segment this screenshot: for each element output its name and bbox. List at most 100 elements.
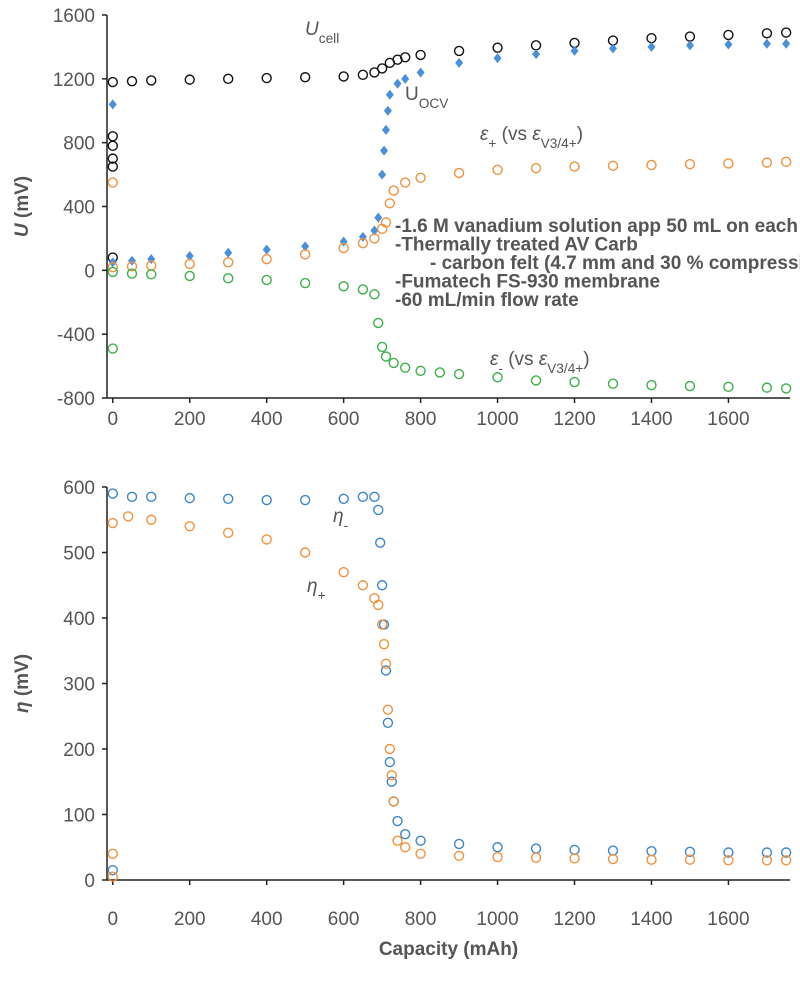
point [393, 78, 402, 89]
point [392, 815, 403, 827]
point [338, 71, 349, 82]
point [780, 847, 792, 858]
label-part: (mV) [12, 654, 33, 702]
point [299, 249, 311, 260]
point [223, 73, 234, 85]
x-tick-label: 1200 [553, 409, 595, 430]
note: -Fumatech FS-930 membrane [395, 272, 660, 293]
series-label: ε- (vs εV3/4+) [490, 349, 590, 376]
point [415, 848, 426, 859]
point [684, 159, 696, 170]
point [261, 274, 272, 286]
point [492, 851, 503, 863]
point [453, 850, 465, 861]
x-tick-label: 1600 [707, 409, 749, 430]
point [646, 159, 657, 171]
point [492, 372, 503, 383]
point [415, 49, 426, 61]
x-tick-label: 1000 [476, 909, 518, 930]
point [530, 162, 542, 174]
point [122, 511, 134, 522]
point [107, 343, 118, 354]
point [126, 261, 138, 272]
point [684, 854, 696, 865]
point [780, 855, 792, 866]
point [569, 376, 580, 388]
point [607, 378, 619, 389]
x-tick-label: 0 [107, 409, 118, 430]
point [646, 32, 657, 44]
point [569, 161, 580, 172]
point [380, 665, 392, 676]
label-part: U [12, 222, 33, 237]
point [685, 40, 694, 51]
point [376, 63, 388, 74]
point [646, 854, 657, 865]
series-label: ε+ (vs εV3/4+) [480, 124, 583, 151]
point [530, 40, 542, 51]
point [684, 380, 696, 392]
point [384, 743, 396, 755]
point [357, 284, 369, 295]
point [646, 380, 657, 391]
point [373, 317, 384, 329]
point [382, 717, 394, 728]
point [492, 842, 503, 853]
point [388, 357, 399, 369]
point [380, 145, 389, 156]
y-tick-label: 600 [63, 478, 95, 499]
x-tick-label: 400 [251, 909, 283, 930]
label-part: + [488, 136, 496, 151]
x-tick-label: 600 [328, 409, 360, 430]
label-part: ε [490, 349, 499, 370]
point [570, 45, 579, 56]
point [761, 847, 773, 858]
point [381, 124, 390, 135]
label-part: - [344, 518, 349, 533]
point [128, 255, 137, 266]
point [184, 270, 195, 282]
point [126, 491, 138, 503]
point [357, 69, 369, 81]
point [338, 242, 349, 254]
point [384, 198, 396, 209]
label-part: ) [577, 124, 583, 145]
label-part: U [305, 19, 319, 40]
point [380, 658, 392, 670]
point [376, 341, 388, 353]
point [607, 845, 619, 856]
point [380, 351, 392, 362]
point [146, 269, 157, 280]
point [455, 57, 464, 68]
point [146, 491, 157, 503]
point [184, 74, 195, 85]
x-tick-label: 0 [107, 909, 118, 930]
point [373, 504, 384, 516]
point [569, 853, 580, 864]
point [357, 580, 369, 591]
point [369, 289, 380, 300]
note: -Thermally treated AV Carb [395, 235, 638, 256]
point [530, 852, 542, 863]
point [400, 828, 411, 840]
point [415, 365, 426, 377]
point [146, 514, 157, 525]
note: -60 mL/min flow rate [395, 290, 579, 311]
y-tick-label: 100 [63, 806, 95, 827]
label-part: - [498, 361, 503, 376]
point [400, 52, 411, 63]
point [493, 53, 502, 64]
point [107, 517, 118, 529]
point [223, 273, 234, 284]
series-label: UOCV [405, 84, 449, 111]
point [780, 156, 792, 168]
point [261, 72, 272, 84]
label-part: OCV [419, 96, 450, 111]
point [107, 488, 118, 499]
point [126, 268, 138, 279]
point [376, 619, 388, 630]
point [415, 835, 426, 846]
point [607, 853, 619, 865]
label-part: cell [319, 31, 340, 46]
point [607, 160, 619, 172]
